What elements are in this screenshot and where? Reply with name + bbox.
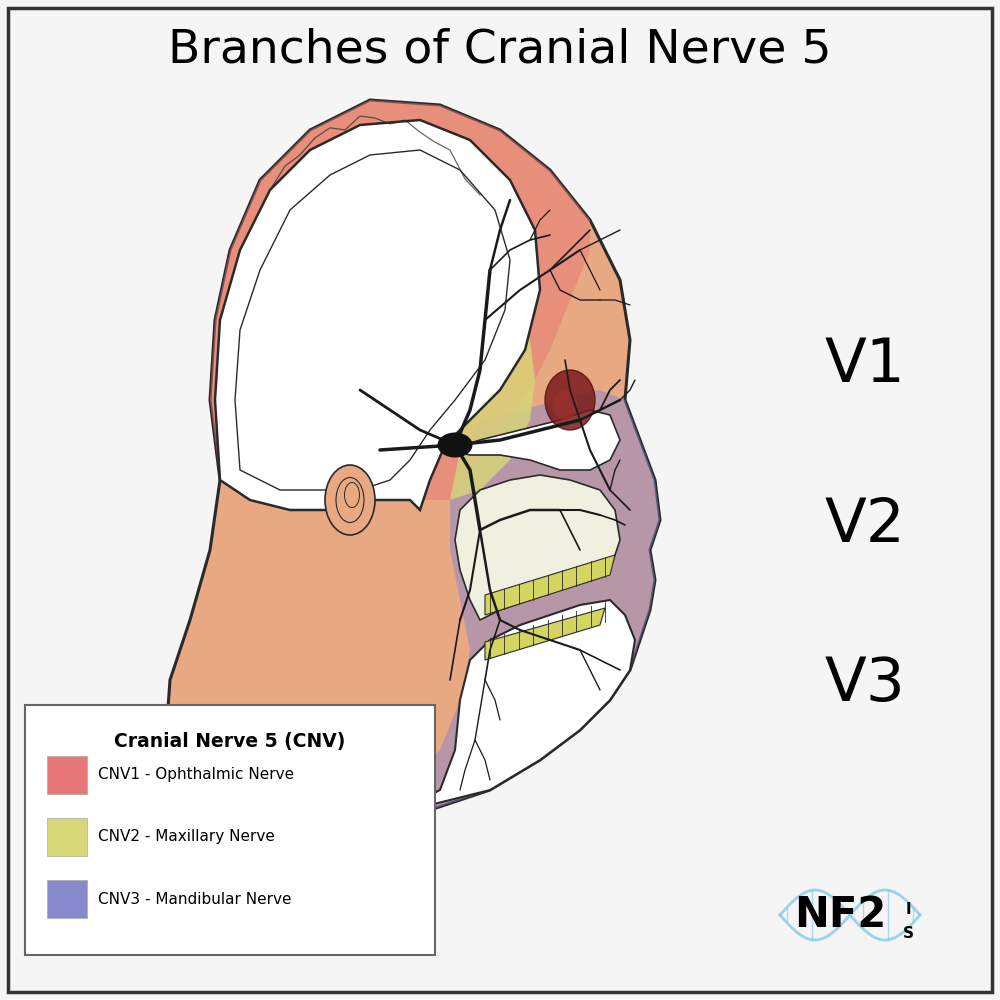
- Polygon shape: [485, 608, 605, 660]
- Polygon shape: [380, 390, 660, 820]
- Text: V2: V2: [825, 495, 905, 554]
- FancyBboxPatch shape: [47, 880, 87, 918]
- Text: V1: V1: [825, 336, 905, 394]
- Ellipse shape: [438, 432, 473, 458]
- Ellipse shape: [545, 370, 595, 430]
- Polygon shape: [450, 220, 535, 500]
- Text: V3: V3: [825, 656, 905, 714]
- Text: CNV2 - Maxillary Nerve: CNV2 - Maxillary Nerve: [98, 830, 275, 844]
- Polygon shape: [455, 475, 620, 620]
- Ellipse shape: [325, 465, 375, 535]
- Ellipse shape: [552, 390, 578, 420]
- Text: NF2: NF2: [794, 894, 886, 936]
- Polygon shape: [485, 555, 615, 615]
- Text: I: I: [905, 902, 911, 918]
- Polygon shape: [165, 100, 660, 910]
- Polygon shape: [210, 100, 590, 505]
- Text: CNV1 - Ophthalmic Nerve: CNV1 - Ophthalmic Nerve: [98, 768, 294, 782]
- Text: S: S: [902, 926, 914, 940]
- Polygon shape: [215, 120, 540, 510]
- FancyBboxPatch shape: [47, 818, 87, 856]
- Text: Cranial Nerve 5 (CNV): Cranial Nerve 5 (CNV): [114, 732, 346, 751]
- Polygon shape: [450, 410, 620, 470]
- Text: Branches of Cranial Nerve 5: Branches of Cranial Nerve 5: [168, 27, 832, 73]
- FancyBboxPatch shape: [25, 705, 435, 955]
- Polygon shape: [235, 150, 510, 490]
- FancyBboxPatch shape: [47, 756, 87, 794]
- Text: CNV3 - Mandibular Nerve: CNV3 - Mandibular Nerve: [98, 892, 292, 906]
- Polygon shape: [380, 600, 635, 820]
